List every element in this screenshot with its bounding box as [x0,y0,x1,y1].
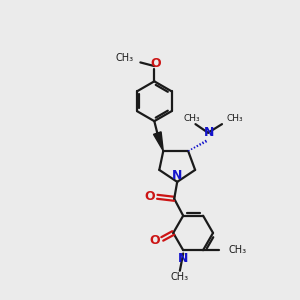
Text: CH₃: CH₃ [184,114,200,123]
Text: CH₃: CH₃ [228,245,246,255]
Text: CH₃: CH₃ [116,53,134,63]
Text: CH₃: CH₃ [171,272,189,282]
Text: O: O [150,234,160,247]
Text: CH₃: CH₃ [227,114,244,123]
Text: N: N [178,252,188,265]
Text: O: O [145,190,155,203]
Text: N: N [203,126,214,139]
Text: O: O [150,57,160,70]
Text: N: N [172,169,182,182]
Polygon shape [154,132,163,151]
